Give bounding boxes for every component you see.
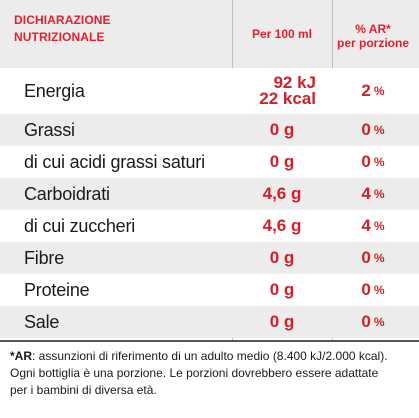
percent-unit: % <box>373 219 385 233</box>
title-line-1: DICHIARAZIONE <box>14 13 111 27</box>
nutrient-percent: 2% <box>332 68 414 114</box>
footnote: *AR: assunzioni di riferimento di un adu… <box>10 348 415 399</box>
table-row: Grassi 0 g 0% <box>0 114 419 146</box>
table-title: DICHIARAZIONE NUTRIZIONALE <box>14 12 224 46</box>
percent-unit: % <box>373 84 385 98</box>
nutrient-percent: 0% <box>332 242 414 274</box>
nutrient-value: 4,6 g <box>262 184 302 203</box>
percent-unit: % <box>373 251 385 265</box>
percent-value: 4 <box>361 184 371 203</box>
percent-value: 0 <box>361 248 371 267</box>
nutrient-value: 92 kJ 22 kcal <box>232 68 316 114</box>
table-row: di cui acidi grassi saturi 0 g 0% <box>0 146 419 178</box>
nutrient-value: 4,6 g <box>262 216 302 235</box>
percent-value: 0 <box>361 152 371 171</box>
ar-header-line-2: per porzione <box>336 36 409 50</box>
percent-value: 0 <box>361 120 371 139</box>
table-row: Energia 92 kJ 22 kcal 2% <box>0 68 419 114</box>
nutrient-name: Energia <box>24 80 85 101</box>
ar-header: % AR* per porzione <box>332 22 414 50</box>
percent-unit: % <box>373 315 385 329</box>
nutrient-percent: 0% <box>332 306 414 338</box>
table-row: Fibre 0 g 0% <box>0 242 419 274</box>
table-row: Carboidrati 4,6 g 4% <box>0 178 419 210</box>
nutrient-rows: Energia 92 kJ 22 kcal 2% Grassi 0 g 0% d… <box>0 68 419 338</box>
percent-value: 4 <box>361 216 371 235</box>
nutrient-name: Fibre <box>24 247 65 268</box>
nutrient-name: Sale <box>24 311 60 332</box>
nutrient-percent: 0% <box>332 146 414 178</box>
nutrient-name: Grassi <box>24 119 75 140</box>
footnote-lead: *AR <box>10 349 33 363</box>
nutrient-name: di cui zuccheri <box>24 215 136 236</box>
table-bottom-rule <box>0 340 419 342</box>
nutrient-value: 0 g <box>269 248 295 267</box>
footnote-line-1: *AR: assunzioni di riferimento di un adu… <box>10 348 415 365</box>
nutrient-name: di cui acidi grassi saturi <box>24 151 205 172</box>
percent-value: 2 <box>361 81 371 100</box>
footnote-line-3: per i bambini di diversa età. <box>10 383 157 397</box>
nutrient-value: 0 g <box>269 152 295 171</box>
nutrient-percent: 4% <box>332 178 414 210</box>
nutrient-name: Proteine <box>24 279 90 300</box>
energy-kj: 92 kJ <box>273 73 316 92</box>
nutrient-percent: 0% <box>332 114 414 146</box>
energy-kcal: 22 kcal <box>259 89 316 108</box>
nutrient-name: Carboidrati <box>24 183 110 204</box>
ar-header-line-1: % AR* <box>355 22 391 36</box>
footnote-text: : assunzioni di riferimento di un adulto… <box>32 349 388 363</box>
nutrient-value: 0 g <box>269 280 295 299</box>
nutrient-percent: 0% <box>332 274 414 306</box>
table-row: Proteine 0 g 0% <box>0 274 419 306</box>
table-header: DICHIARAZIONE NUTRIZIONALE Per 100 ml % … <box>0 0 419 69</box>
percent-value: 0 <box>361 312 371 331</box>
table-row: di cui zuccheri 4,6 g 4% <box>0 210 419 242</box>
percent-unit: % <box>373 283 385 297</box>
nutrient-value: 0 g <box>269 120 295 139</box>
footnote-line-2: Ogni bottiglia è una porzione. Le porzio… <box>10 366 379 380</box>
percent-unit: % <box>373 155 385 169</box>
title-line-2: NUTRIZIONALE <box>14 30 105 44</box>
per-100-header: Per 100 ml <box>251 27 313 41</box>
percent-unit: % <box>373 123 385 137</box>
table-row: Sale 0 g 0% <box>0 306 419 338</box>
nutrient-percent: 4% <box>332 210 414 242</box>
nutrient-value: 0 g <box>269 312 295 331</box>
percent-unit: % <box>373 187 385 201</box>
percent-value: 0 <box>361 280 371 299</box>
